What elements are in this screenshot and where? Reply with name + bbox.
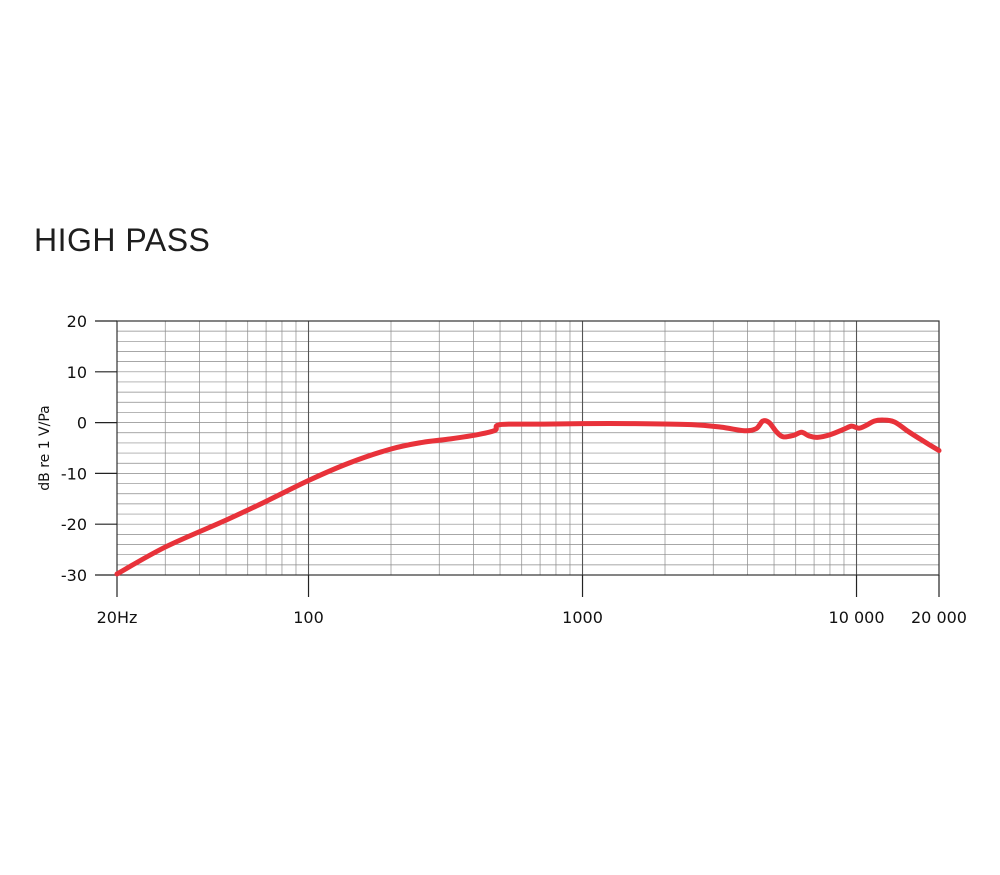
y-tick-label: 10 [67,363,87,382]
minor-grid [117,321,939,575]
x-tick-label: 100 [293,608,324,627]
y-tick-label: 0 [77,414,87,433]
y-tick-label: -20 [61,515,87,534]
major-grid [307,321,858,575]
chart-title: HIGH PASS [34,222,211,258]
y-tick-label: -30 [61,566,87,585]
chart-axes [116,320,940,576]
x-tick-label: 1000 [562,608,603,627]
x-tick-label: 20Hz [97,608,138,627]
y-tick-label: 20 [67,312,87,331]
x-tick-label: 20 000 [911,608,967,627]
y-tick-label: -10 [61,464,87,483]
response-curve-line [114,417,942,577]
x-tick-label: 10 000 [829,608,885,627]
tick-marks [95,320,940,597]
series-layer [114,417,942,577]
y-axis-label: dB re 1 V/Pa [37,405,53,491]
plot-border [116,320,940,576]
